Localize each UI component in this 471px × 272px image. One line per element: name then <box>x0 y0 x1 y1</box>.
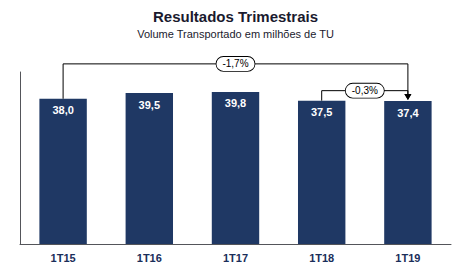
svg-text:-1,7%: -1,7% <box>222 58 248 69</box>
svg-text:-0,3%: -0,3% <box>352 85 378 96</box>
svg-text:1T15: 1T15 <box>51 252 76 264</box>
svg-text:38,0: 38,0 <box>52 104 73 116</box>
svg-text:37,5: 37,5 <box>311 106 332 118</box>
svg-text:39,8: 39,8 <box>225 97 246 109</box>
svg-text:Resultados Trimestrais: Resultados Trimestrais <box>153 8 318 25</box>
svg-text:39,5: 39,5 <box>139 99 160 111</box>
svg-text:1T17: 1T17 <box>223 252 248 264</box>
svg-text:37,4: 37,4 <box>397 107 419 119</box>
svg-text:Volume Transportado em milhões: Volume Transportado em milhões de TU <box>137 28 334 40</box>
svg-text:1T18: 1T18 <box>309 252 334 264</box>
svg-text:1T16: 1T16 <box>137 252 162 264</box>
svg-text:1T19: 1T19 <box>395 252 420 264</box>
